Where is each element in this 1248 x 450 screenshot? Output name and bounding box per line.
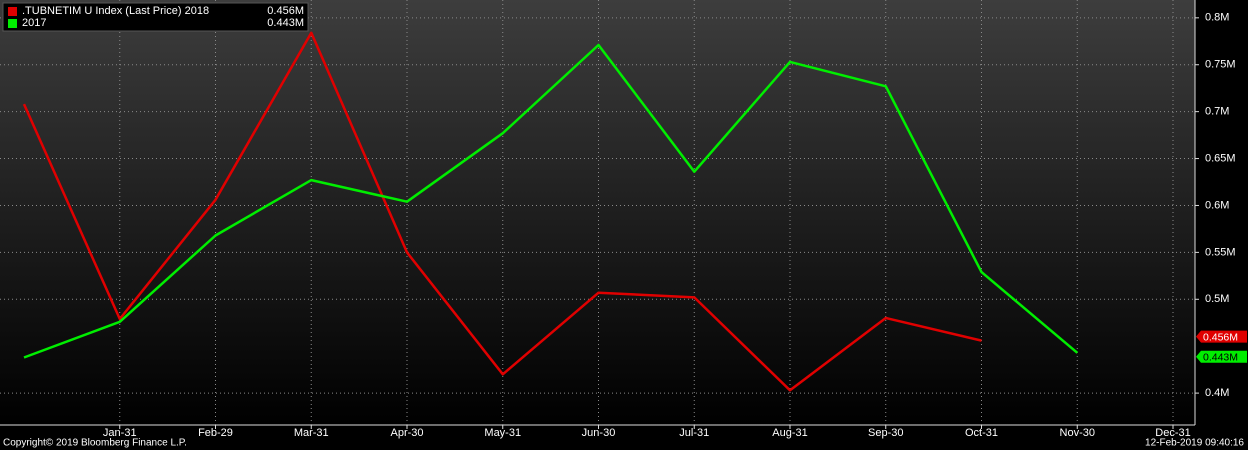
x-tick-label: Nov-30 [1060,427,1095,439]
x-tick-label: Feb-29 [198,427,233,439]
timestamp: 12-Feb-2019 09:40:16 [1145,438,1244,449]
x-tick-label: Aug-31 [772,427,807,439]
x-tick-label: May-31 [484,427,521,439]
y-tick-label: 0.8M [1205,12,1229,24]
y-tick-label: 0.75M [1205,59,1236,71]
y-tick-label: 0.7M [1205,106,1229,118]
x-tick-label: Oct-31 [965,427,998,439]
legend-box [2,2,309,32]
legend-swatch [8,7,17,16]
legend-swatch [8,19,17,28]
series-line [22,31,982,392]
last-value-tag [1196,330,1247,343]
y-tick-label: 0.6M [1205,199,1229,211]
x-tick-label: Jan-31 [103,427,137,439]
legend-value: 0.456M [267,5,304,17]
y-tick-label: 0.65M [1205,152,1236,164]
x-tick-label: Dec-31 [1155,427,1190,439]
last-value-label: 0.443M [1203,352,1238,364]
copyright: Copyright© 2019 Bloomberg Finance L.P. [3,438,187,449]
x-tick-label: Jun-30 [582,427,616,439]
x-tick-label: Sep-30 [868,427,903,439]
y-tick-label: 0.5M [1205,293,1229,305]
legend-label: 2017 [22,17,46,29]
plot-background [0,0,1195,425]
x-tick-label: Apr-30 [390,427,423,439]
legend-value: 0.443M [267,17,304,29]
x-tick-label: Jul-31 [679,427,709,439]
last-value-label: 0.456M [1203,331,1238,343]
y-tick-label: 0.4M [1205,387,1229,399]
y-tick-label: 0.55M [1205,246,1236,258]
last-value-tag [1196,350,1247,363]
series-line [23,43,1079,359]
x-tick-label: Mar-31 [294,427,329,439]
legend-label: .TUBNETIM U Index (Last Price) 2018 [22,5,209,17]
